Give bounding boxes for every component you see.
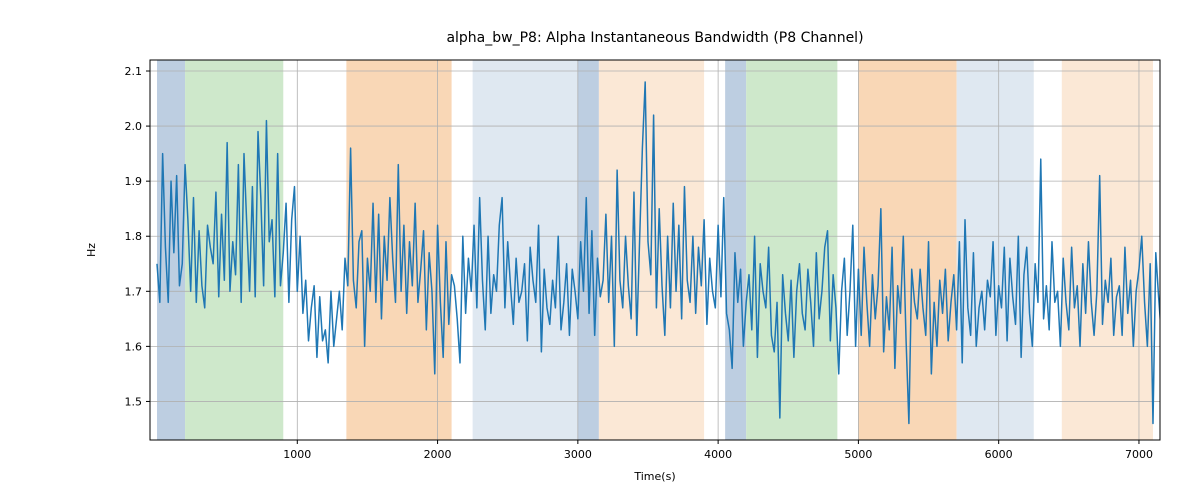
ytick-label: 1.9: [125, 175, 143, 188]
xtick-label: 4000: [704, 448, 732, 461]
span-9: [957, 60, 1034, 440]
xtick-label: 2000: [424, 448, 452, 461]
x-axis-label: Time(s): [633, 470, 675, 483]
ytick-label: 1.6: [125, 340, 143, 353]
chart-title: alpha_bw_P8: Alpha Instantaneous Bandwid…: [446, 30, 863, 46]
ytick-label: 1.5: [125, 395, 143, 408]
xtick-label: 7000: [1125, 448, 1153, 461]
ytick-label: 2.1: [125, 65, 143, 78]
xtick-label: 6000: [985, 448, 1013, 461]
span-6: [725, 60, 746, 440]
ytick-label: 2.0: [125, 120, 143, 133]
xtick-label: 1000: [283, 448, 311, 461]
span-7: [746, 60, 837, 440]
ytick-label: 1.8: [125, 230, 143, 243]
xtick-label: 3000: [564, 448, 592, 461]
y-axis-label: Hz: [85, 243, 98, 257]
xtick-label: 5000: [844, 448, 872, 461]
ytick-label: 1.7: [125, 285, 143, 298]
chart-svg: 1000 2000 3000 4000 5000 6000 7000 1.5 1.6 1.7 1.8…: [0, 0, 1200, 500]
chart-container: 1000 2000 3000 4000 5000 6000 7000 1.5 1.6 1.7 1.8…: [0, 0, 1200, 500]
